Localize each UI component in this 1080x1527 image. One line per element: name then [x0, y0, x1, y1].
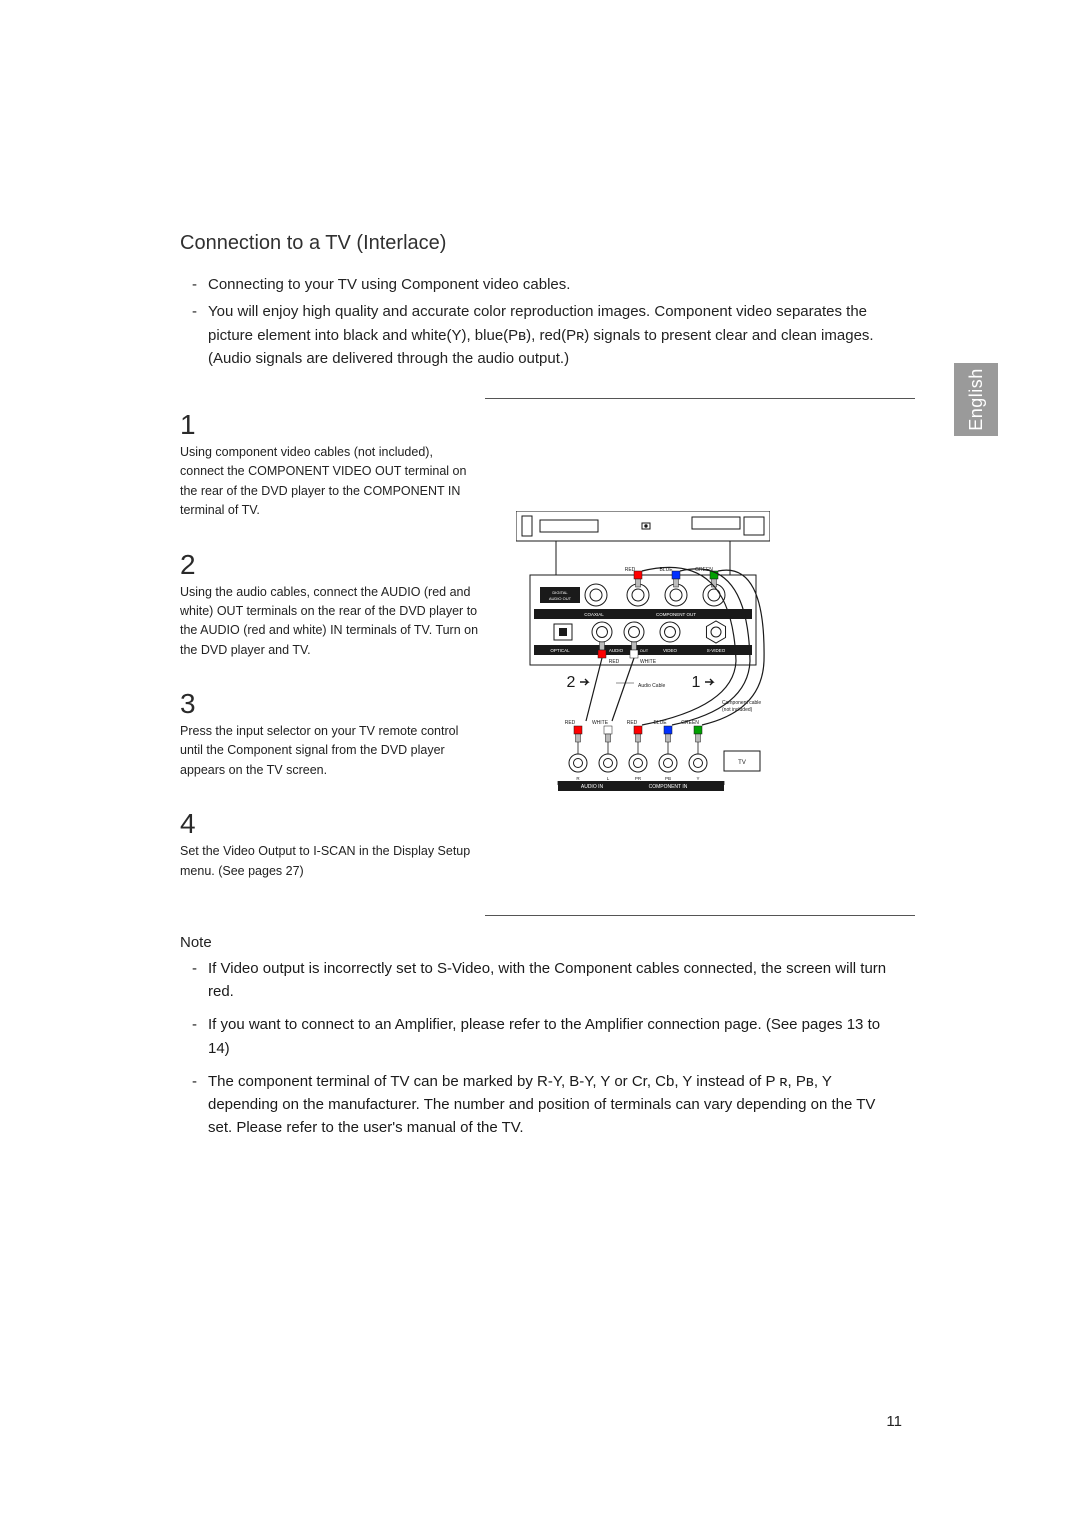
svg-text:(not included): (not included) — [722, 707, 753, 713]
svg-text:L: L — [607, 776, 610, 781]
svg-text:RED: RED — [565, 720, 576, 726]
svg-text:RED: RED — [627, 720, 638, 726]
svg-text:AUDIO IN: AUDIO IN — [581, 784, 604, 790]
step-text: Press the input selector on your TV remo… — [180, 722, 480, 780]
divider — [485, 915, 915, 916]
svg-text:BLUE: BLUE — [653, 720, 667, 726]
step-number: 3 — [180, 688, 480, 720]
language-tab-label: English — [966, 368, 987, 431]
wiring-diagram: REDBLUEGREENDIGITALAUDIO OUTCOAXIALCOMPO… — [516, 409, 902, 806]
divider — [485, 398, 915, 399]
step-block: 1 Using component video cables (not incl… — [180, 409, 480, 521]
svg-text:R: R — [576, 776, 580, 781]
svg-text:COMPONENT OUT: COMPONENT OUT — [656, 612, 696, 617]
svg-text:DIGITAL: DIGITAL — [552, 590, 568, 595]
bullet-dash: - — [192, 273, 208, 296]
svg-text:WHITE: WHITE — [640, 659, 657, 665]
svg-text:TV: TV — [738, 760, 746, 766]
step-text: Using the audio cables, connect the AUDI… — [180, 583, 480, 661]
svg-text:Y: Y — [696, 776, 699, 781]
step-block: 4 Set the Video Output to I-SCAN in the … — [180, 808, 480, 881]
svg-text:GREEN: GREEN — [681, 720, 699, 726]
note-line: If you want to connect to an Amplifier, … — [208, 1013, 902, 1060]
note-line: The component terminal of TV can be mark… — [208, 1070, 902, 1140]
note-heading: Note — [180, 934, 902, 951]
svg-text:S-VIDEO: S-VIDEO — [707, 648, 726, 653]
section-title: Connection to a TV (Interlace) — [180, 232, 902, 255]
intro-block: -Connecting to your TV using Component v… — [180, 273, 902, 370]
svg-text:1: 1 — [692, 674, 701, 691]
svg-text:PB: PB — [665, 776, 671, 781]
svg-text:AUDIO OUT: AUDIO OUT — [549, 596, 572, 601]
step-text: Set the Video Output to I-SCAN in the Di… — [180, 842, 480, 881]
svg-text:OPTICAL: OPTICAL — [550, 648, 570, 653]
svg-text:VIDEO: VIDEO — [663, 648, 678, 653]
svg-text:COAXIAL: COAXIAL — [584, 612, 604, 617]
step-block: 2 Using the audio cables, connect the AU… — [180, 549, 480, 661]
svg-text:OUT: OUT — [640, 648, 649, 653]
svg-text:RED: RED — [609, 659, 620, 665]
notes-block: -If Video output is incorrectly set to S… — [180, 957, 902, 1140]
bullet-dash: - — [192, 1013, 208, 1060]
svg-text:WHITE: WHITE — [592, 720, 609, 726]
svg-text:PR: PR — [635, 776, 642, 781]
step-number: 1 — [180, 409, 480, 441]
language-tab: English — [954, 363, 998, 436]
step-text: Using component video cables (not includ… — [180, 443, 480, 521]
svg-text:AUDIO: AUDIO — [609, 648, 624, 653]
bullet-dash: - — [192, 1070, 208, 1140]
svg-text:Audio Cable: Audio Cable — [638, 683, 665, 689]
intro-line: You will enjoy high quality and accurate… — [208, 300, 902, 370]
steps-column: 1 Using component video cables (not incl… — [180, 409, 480, 909]
step-number: 4 — [180, 808, 480, 840]
note-line: If Video output is incorrectly set to S-… — [208, 957, 902, 1004]
svg-text:Component cable: Component cable — [722, 700, 761, 706]
step-number: 2 — [180, 549, 480, 581]
intro-line: Connecting to your TV using Component vi… — [208, 273, 902, 296]
page-number: 11 — [886, 1413, 902, 1430]
svg-text:COMPONENT IN: COMPONENT IN — [649, 784, 688, 790]
svg-text:2: 2 — [567, 674, 576, 691]
bullet-dash: - — [192, 957, 208, 1004]
bullet-dash: - — [192, 300, 208, 370]
step-block: 3 Press the input selector on your TV re… — [180, 688, 480, 780]
